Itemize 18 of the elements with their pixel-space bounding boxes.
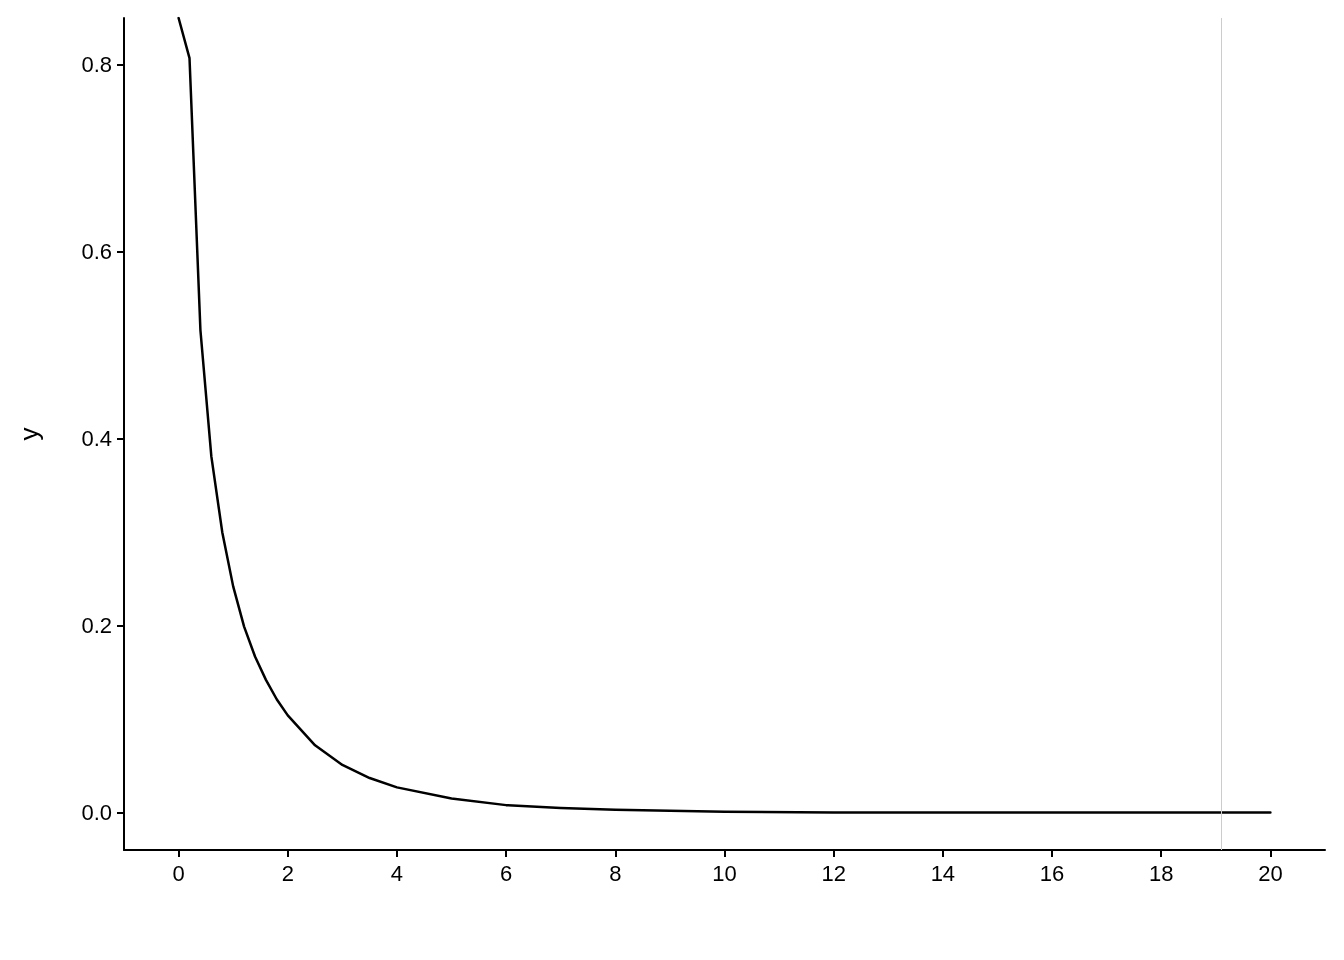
x-tick-label: 0	[172, 860, 185, 886]
x-tick-label: 10	[712, 860, 737, 886]
x-tick-label: 16	[1039, 860, 1065, 886]
y-axis-title: y	[14, 427, 44, 441]
x-tick-label: 8	[609, 860, 622, 886]
x-tick-label: 12	[821, 860, 846, 886]
y-tick-label: 0.2	[81, 613, 112, 639]
y-tick-label: 0.8	[81, 52, 112, 78]
x-tick-label: 18	[1148, 860, 1174, 886]
x-tick-label: 20	[1258, 860, 1283, 886]
x-tick-label: 14	[930, 860, 956, 886]
x-tick-label: 6	[500, 860, 513, 886]
x-tick-label: 2	[281, 860, 294, 886]
y-tick-label: 0.4	[81, 426, 112, 452]
line-series	[177, 16, 1272, 814]
y-tick-label: 0.0	[81, 800, 112, 826]
y-tick-label: 0.6	[81, 239, 112, 265]
x-tick-label: 4	[390, 860, 404, 886]
